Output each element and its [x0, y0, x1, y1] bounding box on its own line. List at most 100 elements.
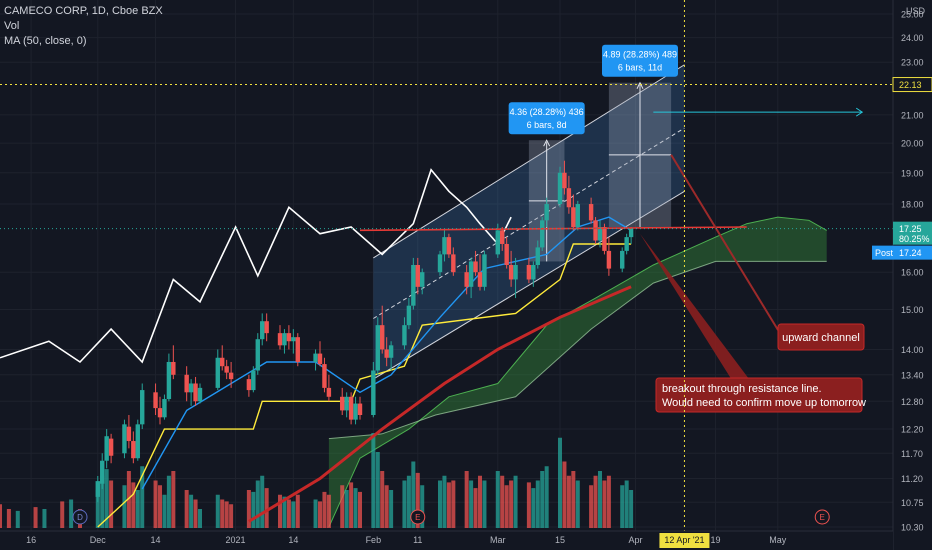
- volume-bar: [286, 499, 291, 528]
- volume-bar: [344, 490, 349, 528]
- callout-text-breakout-line1: breakout through resistance line.: [662, 383, 822, 395]
- price-tick-label: 13.40: [901, 370, 924, 380]
- price-tick-label: 20.00: [901, 139, 924, 149]
- candle-body: [228, 372, 234, 380]
- baseline-line: [97, 243, 632, 528]
- measure-arrow-head: [543, 139, 551, 147]
- measure-arrow-head: [636, 81, 644, 89]
- candle-body: [375, 325, 380, 371]
- price-tick-label: 24.00: [901, 33, 924, 43]
- symbol-title[interactable]: CAMECO CORP, 1D, Cboe BZX: [4, 5, 163, 17]
- projection-arrow-head: [855, 107, 864, 117]
- candle-body: [131, 441, 136, 459]
- volume-bar: [353, 488, 358, 528]
- volume-bar: [442, 475, 447, 528]
- callout-box-channel[interactable]: [777, 323, 865, 351]
- time-axis[interactable]: 16 Dec 14 2021 14 Feb 11 Mar 15 Apr 19 May 12 Apr '2…: [0, 530, 893, 550]
- ma-indicator-label[interactable]: MA (50, close, 0): [4, 35, 87, 47]
- callout-text-channel: upward channel: [782, 332, 860, 344]
- volume-bar: [326, 494, 331, 528]
- volume-bar: [126, 471, 131, 528]
- crosshair-price-box: [892, 77, 932, 93]
- callout-box-breakout[interactable]: [655, 377, 863, 413]
- event-marker[interactable]: [410, 509, 426, 525]
- price-axis[interactable]: 25.00 24.00 23.00 21.00 20.00 19.00 18.00 16.00…: [872, 0, 932, 550]
- time-axis-background: [0, 531, 893, 550]
- event-marker[interactable]: [72, 509, 88, 525]
- volume-bar: [526, 482, 531, 528]
- volume-bar: [500, 475, 505, 528]
- candle-body: [353, 403, 358, 420]
- long-ma-line: [248, 285, 632, 523]
- channel-mid-line: [373, 127, 685, 319]
- ichimoku-cloud: [328, 216, 827, 528]
- candle-body: [157, 408, 163, 418]
- volume-bar: [544, 466, 549, 528]
- candle-body: [571, 207, 576, 227]
- candle-body: [464, 272, 469, 287]
- candle-body: [513, 265, 518, 280]
- candle-body: [602, 226, 607, 251]
- last-price-box: [893, 221, 932, 245]
- volume-bar: [558, 437, 562, 528]
- volume-bar: [504, 485, 509, 528]
- volume-bar: [162, 494, 167, 528]
- candle-body: [388, 345, 394, 358]
- measure-label-line2: 6 bars, 11d: [618, 63, 662, 73]
- volume-bar: [566, 475, 571, 528]
- price-tick-label: 11.70: [901, 449, 923, 459]
- parallel-channel[interactable]: [373, 64, 685, 380]
- volume-bar: [131, 482, 136, 528]
- candle-body: [340, 396, 345, 411]
- currency-label[interactable]: USD: [906, 6, 926, 16]
- price-tick-label: 12.20: [901, 425, 924, 435]
- candle-body: [313, 353, 318, 362]
- drawings[interactable]: upward channel breakout through resistanc…: [359, 107, 866, 413]
- candle-body: [606, 250, 612, 269]
- channel-upper-line[interactable]: [373, 64, 685, 259]
- volume-bar: [282, 496, 287, 528]
- volume-bar: [451, 480, 456, 528]
- candle-body: [384, 349, 389, 358]
- candle-body: [282, 333, 287, 346]
- volume-bar: [593, 475, 598, 528]
- price-range-measures[interactable]: 4.36 (28.28%) 436 6 bars, 8d 4.89 (28.28%)…: [508, 44, 678, 262]
- volume-bar: [198, 509, 202, 528]
- volume-bar: [482, 480, 487, 528]
- candle-body: [295, 337, 300, 362]
- volume-bar: [358, 491, 362, 528]
- volume-bar: [322, 491, 327, 528]
- volume-bar: [255, 480, 260, 528]
- resistance-line[interactable]: [359, 226, 747, 232]
- measure-label-line1: 4.89 (28.28%) 489: [603, 50, 677, 60]
- channel-lower-line[interactable]: [373, 190, 685, 380]
- candle-body: [562, 172, 567, 189]
- volume-bar: [571, 471, 576, 528]
- volume-bar: [264, 488, 269, 528]
- price-tick-label: 18.00: [901, 200, 924, 210]
- volume-bar: [278, 494, 282, 528]
- event-marker[interactable]: [814, 509, 830, 525]
- candle-body: [326, 387, 332, 397]
- volume-bar: [495, 471, 500, 528]
- time-tick-label: 14: [288, 535, 298, 545]
- candle-body: [535, 247, 540, 266]
- time-tick-label: 16: [26, 535, 36, 545]
- volume-bar: [509, 480, 514, 528]
- candle-body: [508, 265, 514, 280]
- time-tick-label: Dec: [90, 535, 107, 545]
- volume-bar: [380, 471, 385, 528]
- volume-indicator-label[interactable]: Vol: [4, 20, 20, 32]
- measure-label-box: [508, 102, 585, 135]
- candle-body: [215, 357, 220, 388]
- volume-bar: [60, 501, 65, 528]
- candle-body: [557, 172, 563, 205]
- candle-body: [277, 333, 283, 346]
- volume-bar: [473, 488, 478, 528]
- volume-bar: [602, 480, 607, 528]
- price-tick-label: 14.00: [901, 345, 924, 355]
- candle-body: [406, 305, 412, 326]
- volume-bar: [415, 472, 420, 528]
